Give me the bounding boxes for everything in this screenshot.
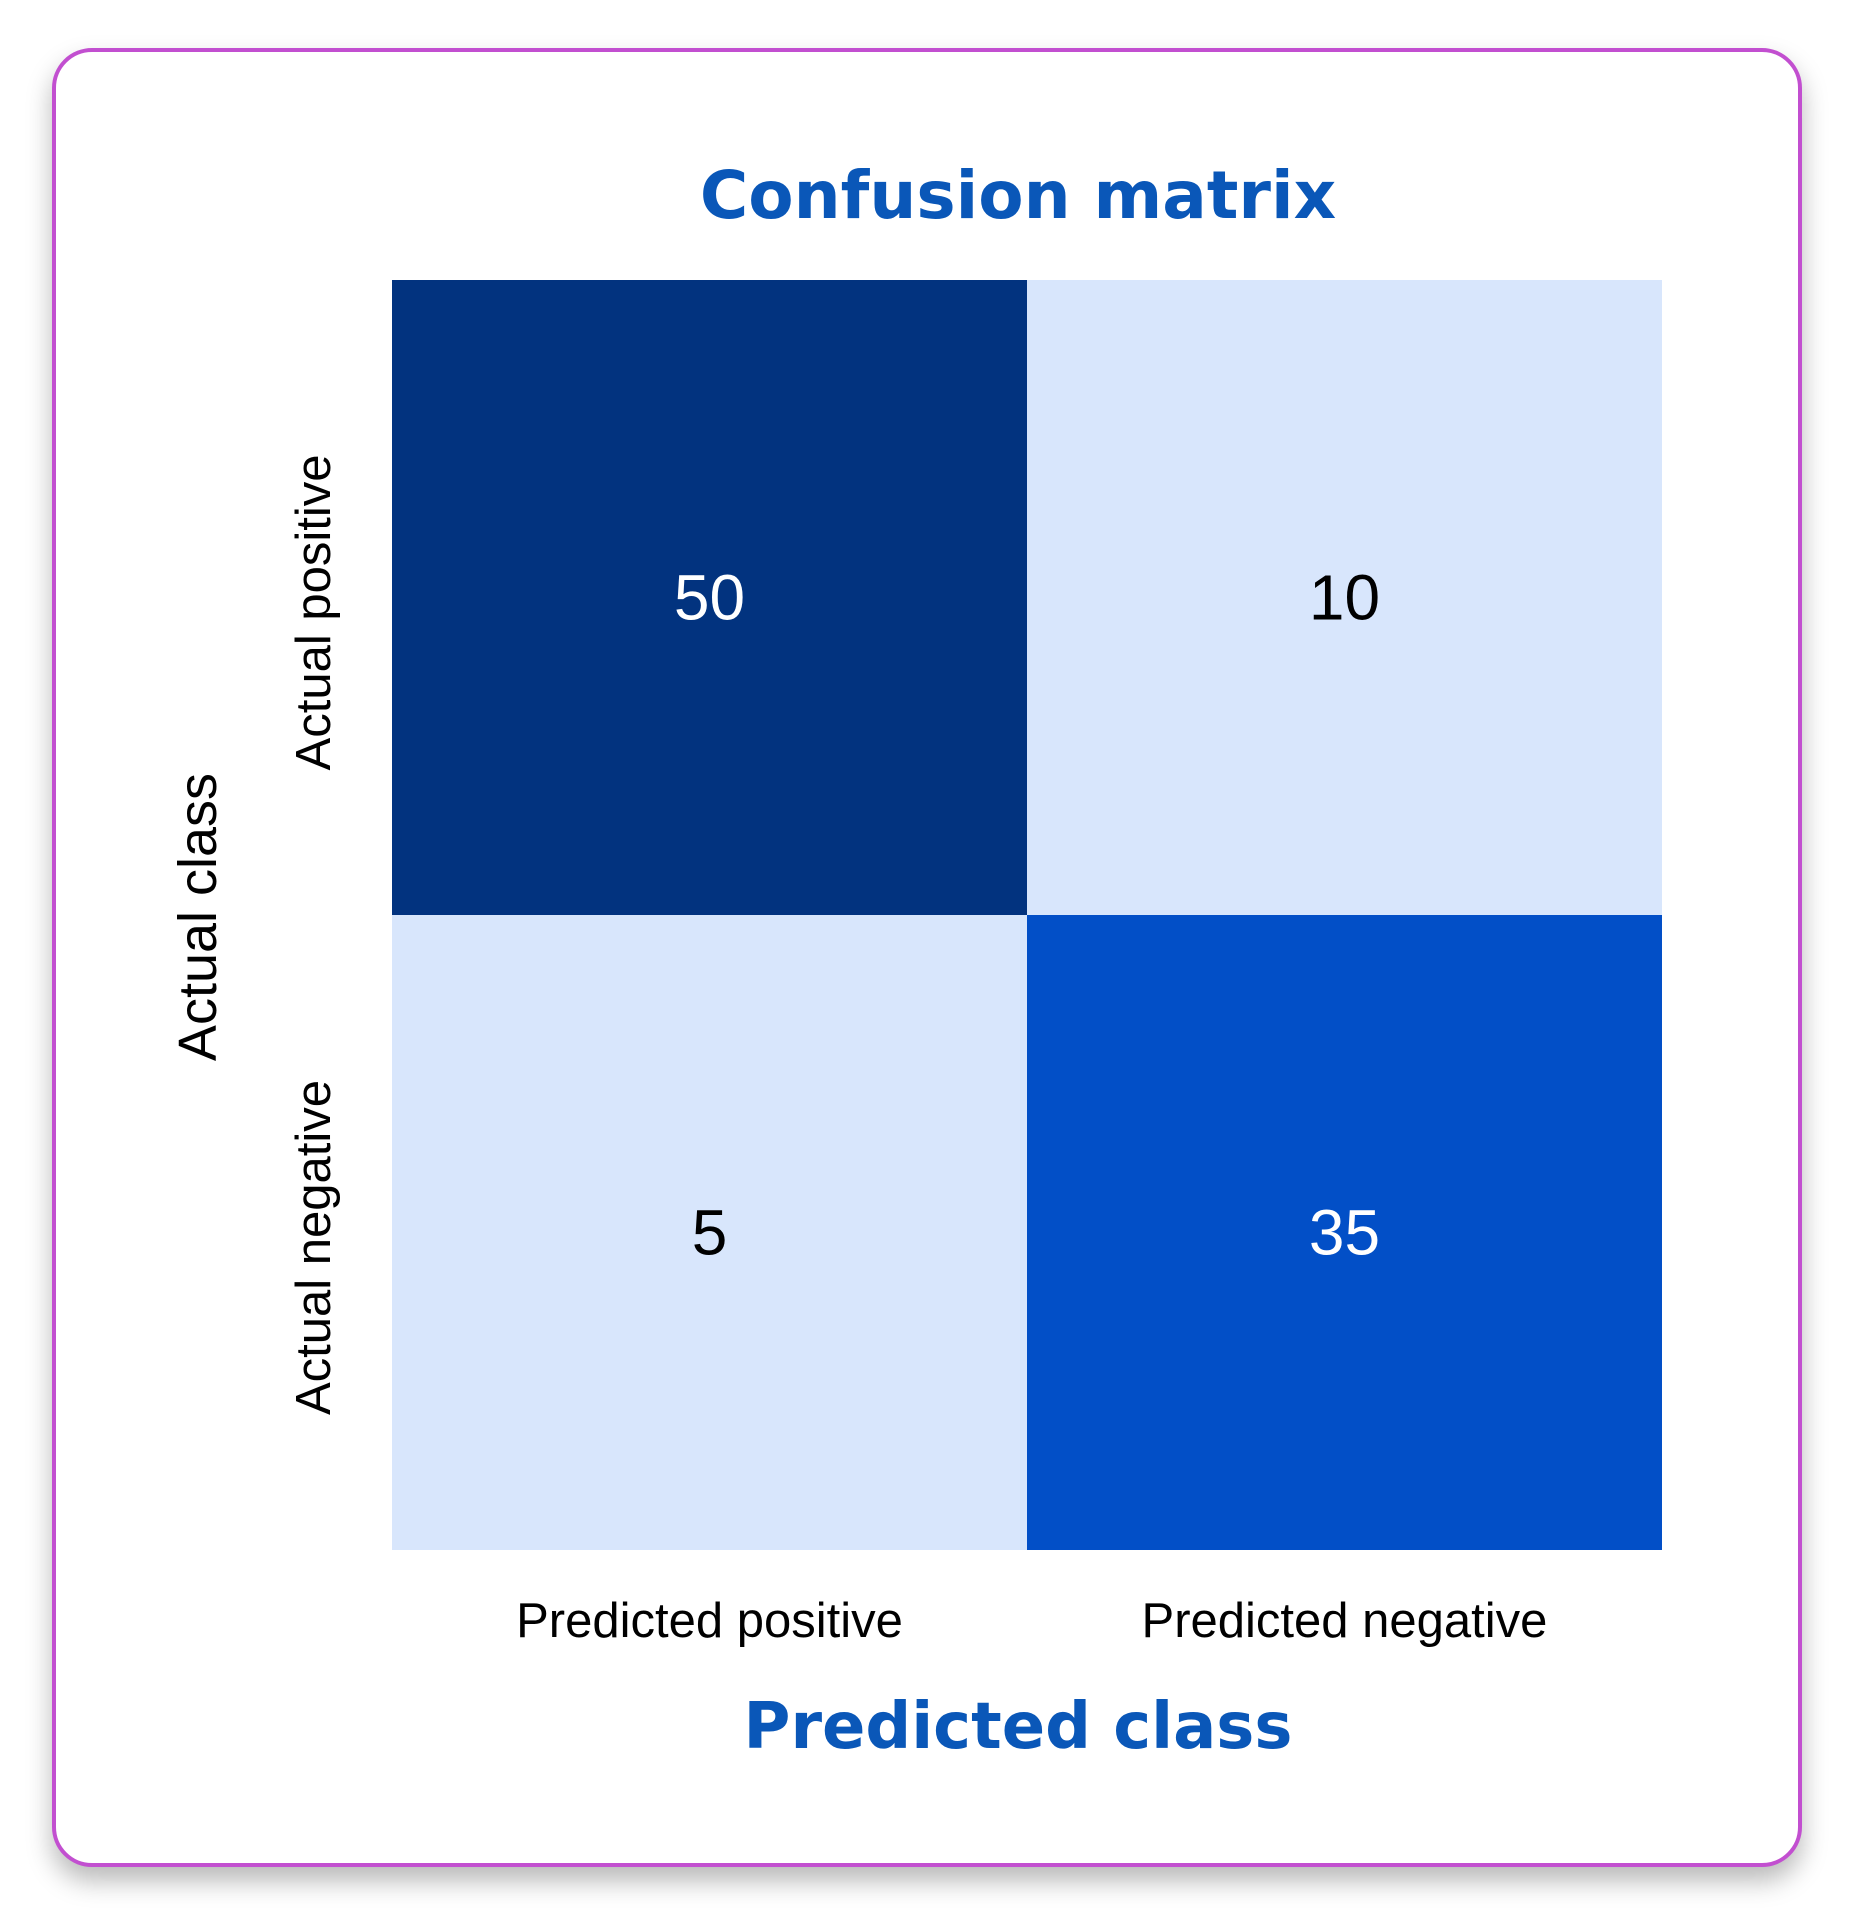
chart-title: Confusion matrix (700, 157, 1336, 234)
cell-value-r0-c0: 50 (674, 562, 745, 634)
heatmap-cell-r1-c1 (1027, 915, 1662, 1550)
cell-value-r1-c1: 35 (1309, 1197, 1380, 1269)
y-tick-labels: Actual positive Actual negative (287, 455, 341, 1416)
heatmap-cell-r0-c1 (1027, 280, 1662, 915)
y-tick-label: Actual positive (287, 455, 341, 771)
y-tick-label: Actual negative (287, 1080, 341, 1415)
y-axis-title: Actual class (168, 773, 228, 1061)
x-tick-label: Predicted negative (1142, 1594, 1548, 1648)
cell-value-r0-c1: 10 (1309, 562, 1380, 634)
heatmap-cell-r1-c0 (392, 915, 1027, 1550)
heatmap-cell-values: 50 10 5 35 (674, 562, 1380, 1269)
x-axis-title: Predicted class (744, 1690, 1293, 1764)
cell-value-r1-c0: 5 (692, 1197, 728, 1269)
x-tick-labels: Predicted positive Predicted negative (516, 1594, 1547, 1648)
heatmap-cells (392, 280, 1662, 1550)
x-tick-label: Predicted positive (516, 1594, 903, 1648)
heatmap-cell-r0-c0 (392, 280, 1027, 915)
